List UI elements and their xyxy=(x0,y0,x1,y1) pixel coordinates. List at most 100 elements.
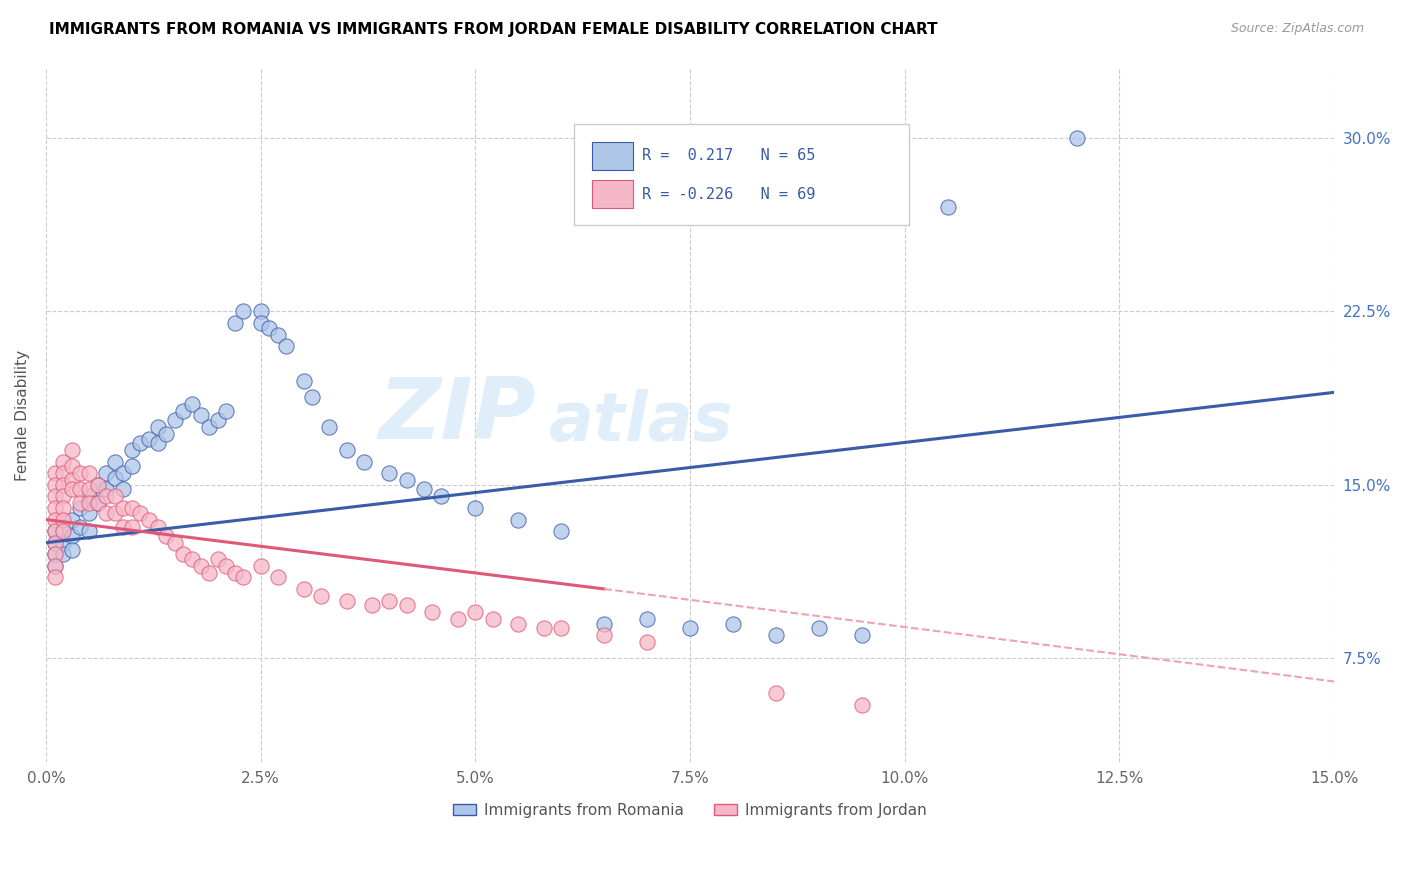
Point xyxy=(765,628,787,642)
Point xyxy=(636,612,658,626)
Point xyxy=(112,467,135,481)
Point xyxy=(593,628,616,642)
Point xyxy=(86,496,108,510)
Point xyxy=(44,547,66,561)
Point xyxy=(52,490,75,504)
Point xyxy=(550,621,572,635)
Point xyxy=(60,512,83,526)
Point xyxy=(121,519,143,533)
Point xyxy=(422,605,444,619)
Point xyxy=(86,478,108,492)
Point xyxy=(52,547,75,561)
Point xyxy=(52,524,75,538)
Point xyxy=(851,698,873,712)
Y-axis label: Female Disability: Female Disability xyxy=(15,350,30,481)
Point xyxy=(69,496,91,510)
Point xyxy=(44,524,66,538)
Point xyxy=(60,459,83,474)
Point xyxy=(224,566,246,580)
Point xyxy=(190,558,212,573)
Text: atlas: atlas xyxy=(548,390,733,456)
Point xyxy=(94,506,117,520)
Point xyxy=(172,404,194,418)
Point xyxy=(44,478,66,492)
Point xyxy=(378,593,401,607)
Point xyxy=(447,612,470,626)
Point xyxy=(207,552,229,566)
Point xyxy=(481,612,503,626)
Point xyxy=(94,483,117,497)
Point xyxy=(52,501,75,516)
Point xyxy=(60,529,83,543)
Point xyxy=(77,467,100,481)
Point xyxy=(207,413,229,427)
Point xyxy=(146,420,169,434)
Point xyxy=(86,478,108,492)
Point xyxy=(292,582,315,596)
Point xyxy=(104,455,127,469)
FancyBboxPatch shape xyxy=(574,124,910,225)
Point xyxy=(464,605,486,619)
Point xyxy=(52,535,75,549)
Point xyxy=(301,390,323,404)
Point xyxy=(807,621,830,635)
Point xyxy=(335,593,357,607)
Point xyxy=(292,374,315,388)
Point xyxy=(276,339,298,353)
Text: R =  0.217   N = 65: R = 0.217 N = 65 xyxy=(643,148,815,163)
Point xyxy=(318,420,340,434)
Point xyxy=(112,519,135,533)
Point xyxy=(129,506,152,520)
Point xyxy=(550,524,572,538)
Point xyxy=(104,490,127,504)
Point xyxy=(52,512,75,526)
Point xyxy=(249,558,271,573)
Point xyxy=(181,397,204,411)
Point xyxy=(249,304,271,318)
Point xyxy=(69,467,91,481)
Point xyxy=(44,501,66,516)
Point xyxy=(121,459,143,474)
Point xyxy=(636,635,658,649)
Point xyxy=(232,570,254,584)
Point xyxy=(267,327,290,342)
Point xyxy=(52,455,75,469)
Point xyxy=(77,490,100,504)
Point xyxy=(52,478,75,492)
Point xyxy=(77,506,100,520)
Point xyxy=(121,501,143,516)
Point xyxy=(181,552,204,566)
Point xyxy=(155,427,177,442)
Point xyxy=(69,519,91,533)
Point xyxy=(508,616,530,631)
Point xyxy=(353,455,375,469)
Point xyxy=(121,443,143,458)
Point xyxy=(430,490,453,504)
Point xyxy=(94,490,117,504)
Point xyxy=(77,483,100,497)
Point xyxy=(44,570,66,584)
Text: R = -0.226   N = 69: R = -0.226 N = 69 xyxy=(643,186,815,202)
Point xyxy=(104,471,127,485)
Point xyxy=(508,512,530,526)
Point xyxy=(851,628,873,642)
Point xyxy=(249,316,271,330)
Point xyxy=(44,558,66,573)
Point xyxy=(190,409,212,423)
Point xyxy=(395,598,418,612)
Point xyxy=(138,512,160,526)
Point xyxy=(60,443,83,458)
Point xyxy=(593,616,616,631)
Point xyxy=(44,490,66,504)
FancyBboxPatch shape xyxy=(592,142,633,169)
Text: Source: ZipAtlas.com: Source: ZipAtlas.com xyxy=(1230,22,1364,36)
Point xyxy=(69,501,91,516)
Point xyxy=(94,467,117,481)
Point xyxy=(44,547,66,561)
Point xyxy=(60,473,83,487)
Point xyxy=(146,519,169,533)
Point xyxy=(44,524,66,538)
Point xyxy=(335,443,357,458)
Point xyxy=(129,436,152,450)
Point xyxy=(1066,131,1088,145)
